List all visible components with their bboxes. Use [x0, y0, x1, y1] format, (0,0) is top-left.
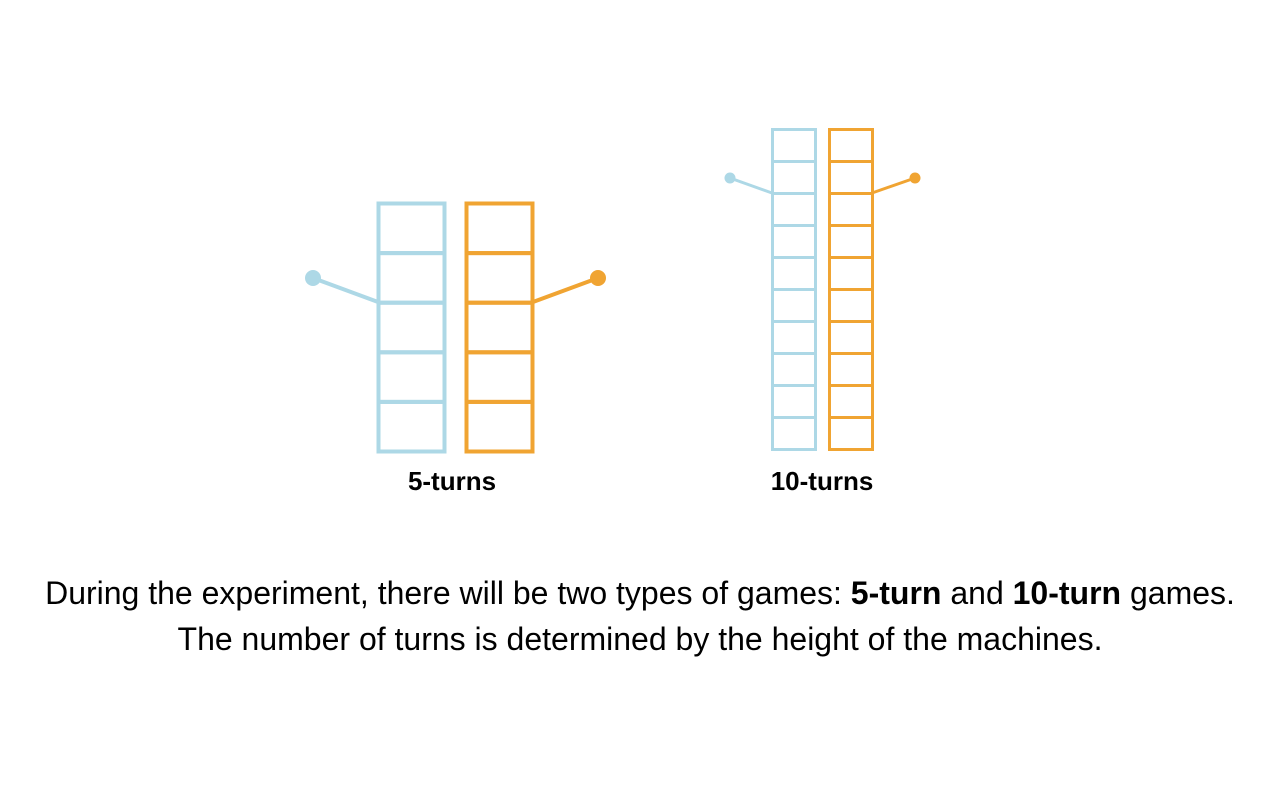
ten-turns-caption: 10-turns	[770, 466, 874, 496]
five-turn-orange-slot-2	[464, 251, 535, 305]
ten-turn-blue-slot-6	[771, 288, 817, 323]
instruction-text-part3: games. The number of turns is determined…	[177, 575, 1235, 657]
ten-turn-blue-slot-4	[771, 224, 817, 259]
ten-turn-orange-slot-7	[828, 320, 874, 355]
five-turn-blue-slot-3	[376, 300, 447, 355]
ten-turn-blue-lever	[729, 176, 773, 195]
instruction-text: During the experiment, there will be two…	[40, 570, 1240, 662]
five-turn-orange-machine	[464, 201, 606, 454]
five-turn-orange-slots	[464, 201, 535, 454]
five-turns-caption: 5-turns	[407, 466, 497, 496]
five-turn-blue-slots	[376, 201, 447, 454]
ten-turn-blue-slot-9	[771, 384, 817, 419]
ten-turn-orange-machine	[828, 128, 921, 451]
five-turn-orange-slot-4	[464, 350, 535, 404]
five-turn-orange-lever-knob	[590, 270, 606, 286]
five-turn-blue-lever-knob	[305, 270, 321, 286]
ten-turn-blue-slot-5	[771, 256, 817, 291]
instruction-text-bold-10-turn: 10-turn	[1012, 575, 1122, 611]
ten-turn-machines	[724, 128, 921, 451]
ten-turn-blue-lever-knob	[724, 172, 736, 184]
ten-turn-orange-slot-2	[828, 160, 874, 195]
ten-turn-blue-slot-2	[771, 160, 817, 195]
five-turn-orange-lever	[532, 276, 599, 304]
ten-turn-orange-slot-4	[828, 224, 874, 259]
five-turn-blue-slot-2	[376, 251, 447, 305]
five-turn-orange-slot-1	[464, 201, 535, 256]
five-turn-orange-slot-5	[464, 399, 535, 454]
ten-turn-orange-slot-8	[828, 352, 874, 387]
ten-turn-orange-slot-9	[828, 384, 874, 419]
five-turn-machines	[305, 201, 606, 454]
ten-turn-blue-slot-7	[771, 320, 817, 355]
ten-turn-blue-slot-3	[771, 192, 817, 227]
machines-illustration	[305, 128, 921, 454]
ten-turn-orange-lever-knob	[909, 172, 921, 184]
five-turn-orange-slot-3	[464, 300, 535, 355]
instruction-text-part2: and	[941, 575, 1013, 611]
ten-turn-orange-slot-1	[828, 128, 874, 163]
instruction-text-part1: During the experiment, there will be two…	[45, 575, 851, 611]
ten-turn-orange-slot-6	[828, 288, 874, 323]
ten-turn-blue-slot-10	[771, 416, 817, 451]
five-turn-blue-lever	[312, 276, 379, 304]
five-turn-blue-slot-4	[376, 350, 447, 404]
ten-turn-blue-slot-8	[771, 352, 817, 387]
five-turn-blue-machine	[305, 201, 447, 454]
ten-turn-orange-slot-10	[828, 416, 874, 451]
ten-turn-blue-slots	[771, 128, 817, 451]
ten-turn-orange-slot-3	[828, 192, 874, 227]
ten-turn-blue-slot-1	[771, 128, 817, 163]
instruction-text-bold-5-turn: 5-turn	[850, 575, 942, 611]
ten-turn-blue-machine	[724, 128, 817, 451]
five-turn-blue-slot-1	[376, 201, 447, 256]
five-turn-blue-slot-5	[376, 399, 447, 454]
ten-turn-orange-slot-5	[828, 256, 874, 291]
ten-turn-orange-slots	[828, 128, 874, 451]
ten-turn-orange-lever	[871, 176, 916, 195]
